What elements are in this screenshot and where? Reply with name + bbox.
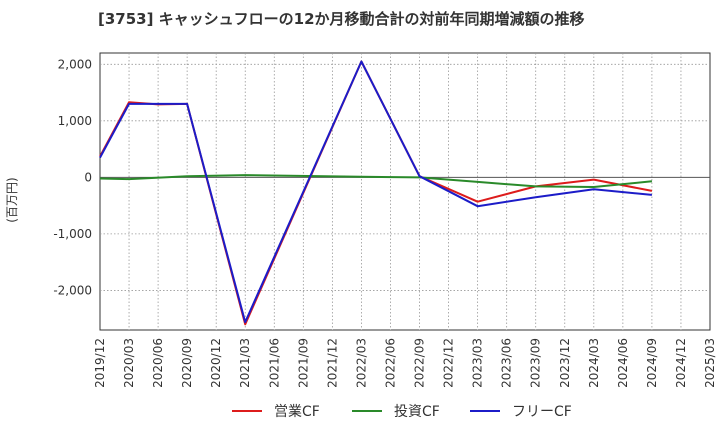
x-tick-label: 2023/06 <box>500 338 514 388</box>
x-tick-label: 2023/03 <box>471 338 485 388</box>
x-tick-label: 2021/12 <box>325 338 339 388</box>
x-tick-label: 2022/06 <box>383 338 397 388</box>
x-tick-label: 2022/03 <box>354 338 368 388</box>
x-tick-label: 2023/12 <box>558 338 572 388</box>
x-tick-label: 2020/03 <box>122 338 136 388</box>
legend-label: 営業CF <box>274 404 320 420</box>
x-tick-label: 2022/12 <box>442 338 456 388</box>
chart-title: [3753] キャッシュフローの12か月移動合計の対前年同期増減額の推移 <box>98 10 585 28</box>
x-tick-label: 2024/09 <box>645 338 659 388</box>
x-tick-label: 2022/09 <box>413 338 427 388</box>
y-tick-label: -2,000 <box>53 283 92 297</box>
legend: 営業CF 投資CF フリーCF <box>232 404 572 420</box>
x-tick-label: 2020/09 <box>180 338 194 388</box>
x-tick-label: 2021/06 <box>267 338 281 388</box>
y-axis-ticks: 2,000 1,000 0 -1,000 -2,000 <box>53 57 92 297</box>
x-tick-label: 2024/03 <box>587 338 601 388</box>
x-tick-label: 2024/06 <box>616 338 630 388</box>
y-tick-label: 2,000 <box>58 57 92 71</box>
x-axis-ticks: 2019/12 2020/03 2020/06 2020/09 2020/12 2021/… <box>93 338 717 388</box>
x-tick-label: 2024/12 <box>674 338 688 388</box>
y-axis-label: (百万円) <box>5 177 19 222</box>
x-gridlines <box>128 53 682 330</box>
series-lines <box>99 60 653 326</box>
x-tick-label: 2019/12 <box>93 338 107 388</box>
x-tick-label: 2025/03 <box>703 338 717 388</box>
y-tick-label: -1,000 <box>53 227 92 241</box>
series-line <box>99 174 652 188</box>
y-tick-label: 1,000 <box>58 114 92 128</box>
y-tick-label: 0 <box>84 170 92 184</box>
x-tick-label: 2021/03 <box>238 338 252 388</box>
x-tick-label: 2020/12 <box>209 338 223 388</box>
x-tick-label: 2020/06 <box>151 338 165 388</box>
legend-label: フリーCF <box>512 404 572 420</box>
series-line <box>99 60 652 324</box>
legend-label: 投資CF <box>394 404 440 420</box>
x-tick-label: 2021/09 <box>296 338 310 388</box>
x-tick-label: 2023/09 <box>529 338 543 388</box>
